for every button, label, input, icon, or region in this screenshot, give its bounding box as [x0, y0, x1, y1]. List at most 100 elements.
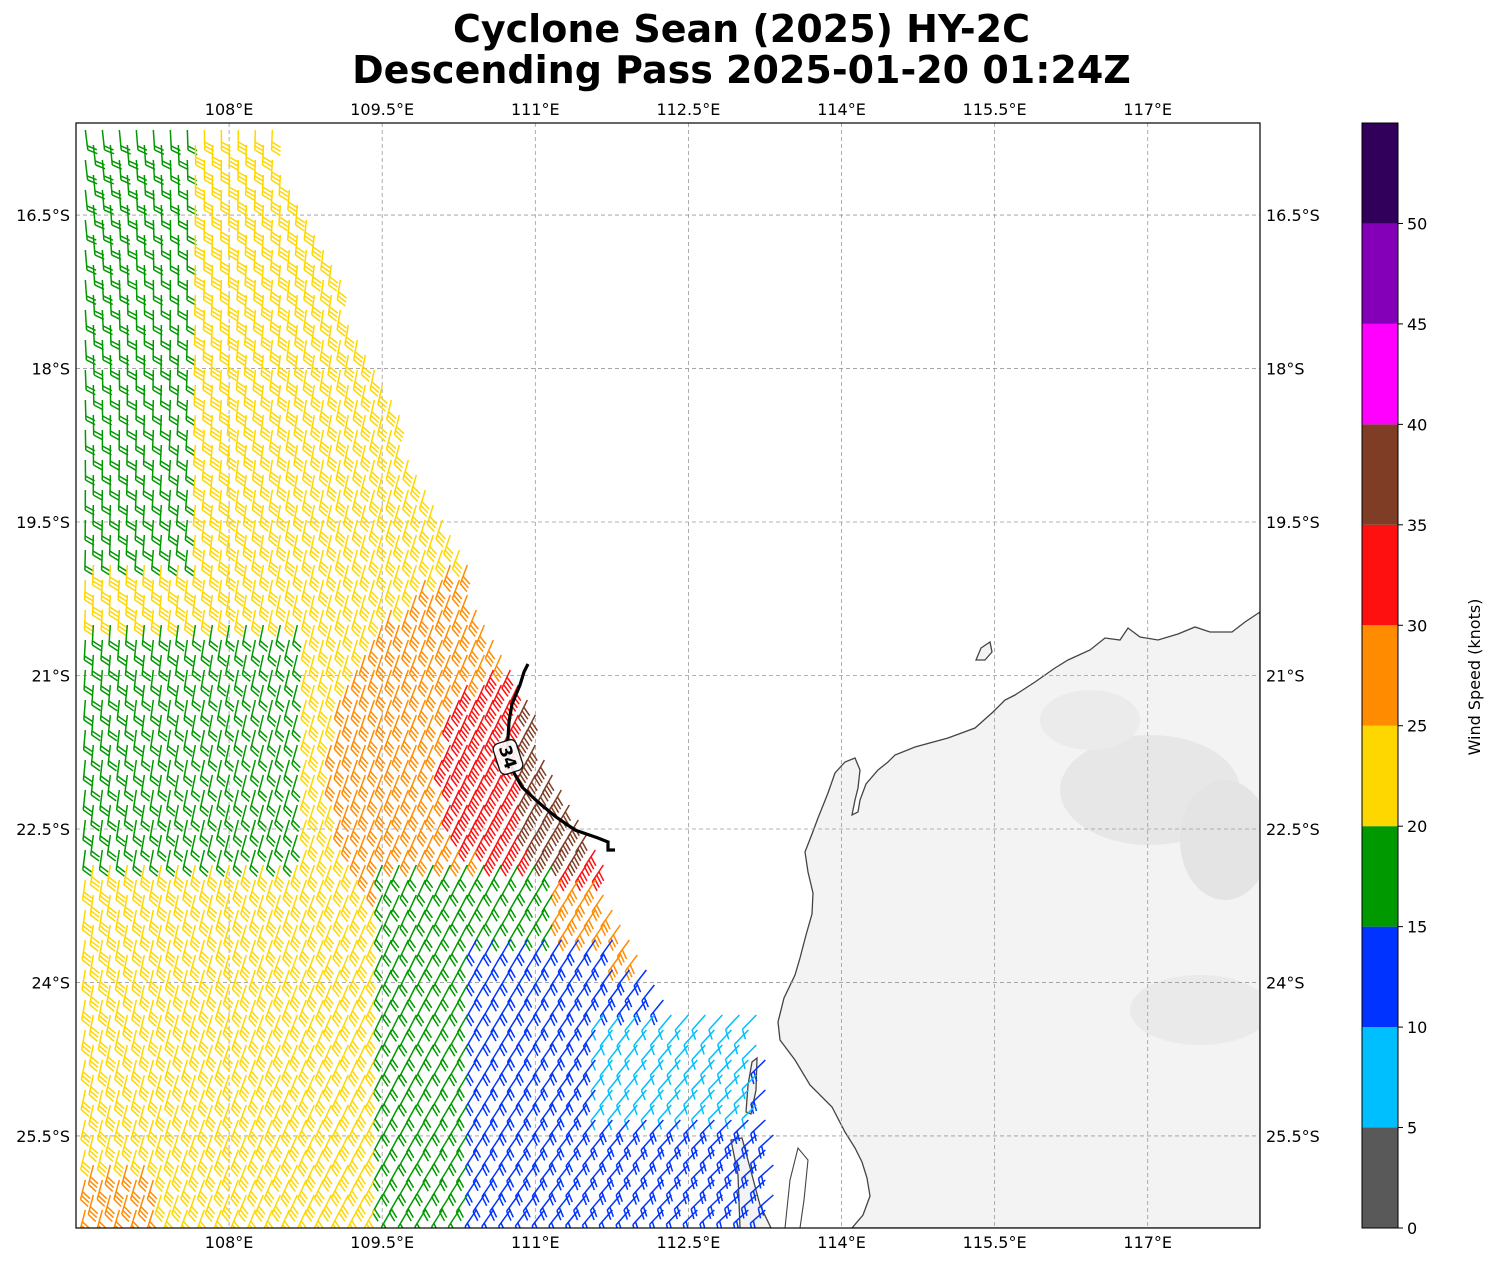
wind-barb — [84, 249, 97, 275]
wind-barb — [227, 234, 239, 261]
wind-barb — [319, 339, 331, 367]
wind-barb — [177, 204, 189, 231]
colorbar-segment — [1362, 123, 1398, 224]
wind-barb — [285, 459, 296, 487]
wind-barb — [227, 294, 238, 322]
lon-tick-label-bottom: 115.5°E — [963, 1233, 1027, 1252]
wind-barb — [310, 324, 322, 352]
lon-tick-label-top: 109.5°E — [350, 100, 414, 119]
wind-barb — [109, 324, 121, 351]
wind-barb — [326, 474, 338, 502]
wind-barb — [143, 234, 155, 261]
wind-barb — [209, 444, 221, 472]
wind-barb — [92, 504, 103, 531]
wind-barb — [211, 174, 222, 201]
wind-barb — [259, 414, 271, 442]
wind-barb — [168, 459, 179, 487]
wind-barb — [285, 369, 297, 397]
lat-tick-label-left: 16.5°S — [16, 206, 70, 225]
wind-barb — [293, 354, 305, 382]
wind-barb — [318, 489, 330, 517]
wind-barb — [335, 369, 347, 397]
wind-barb — [194, 204, 205, 231]
wind-barb — [218, 399, 230, 427]
wind-barb — [227, 324, 238, 352]
wind-barb — [209, 414, 221, 442]
cloud-shading — [1040, 690, 1260, 1045]
wind-barb — [235, 399, 246, 427]
wind-barb — [101, 159, 115, 185]
wind-barb — [286, 219, 298, 247]
wind-barb — [194, 264, 205, 291]
wind-barb — [268, 399, 280, 427]
lon-tick-label-bottom: 111°E — [511, 1233, 560, 1252]
lon-tick-label-bottom: 112.5°E — [656, 1233, 720, 1252]
wind-barb — [219, 279, 230, 307]
wind-barb — [301, 489, 313, 517]
wind-barb — [210, 354, 221, 382]
wind-barb — [368, 459, 380, 487]
wind-barb — [253, 279, 264, 307]
wind-barb — [418, 489, 430, 518]
wind-barb — [409, 474, 421, 503]
colorbar-tick-label: 30 — [1407, 616, 1427, 635]
lat-tick-label-right: 21°S — [1266, 667, 1305, 686]
wind-barb — [310, 414, 321, 442]
colorbar-segment — [1362, 323, 1398, 425]
wind-barb — [359, 474, 371, 502]
wind-barb — [287, 189, 298, 217]
wind-barb — [177, 294, 188, 321]
wind-barb — [84, 219, 97, 245]
colorbar-segment — [1362, 826, 1398, 927]
wind-barb — [92, 474, 103, 501]
wind-barb — [335, 489, 346, 517]
wind-barb — [125, 474, 137, 501]
lon-tick-label-top: 117°E — [1123, 100, 1172, 119]
wind-barb — [343, 384, 355, 412]
colorbar-segment — [1362, 725, 1398, 827]
wind-barb — [226, 384, 238, 412]
wind-barb — [352, 399, 364, 427]
wind-barb — [168, 399, 179, 427]
wind-barb — [185, 399, 196, 427]
wind-barb — [235, 339, 247, 367]
wind-barb — [244, 264, 255, 292]
wind-barb — [177, 144, 189, 171]
wind-barb — [184, 459, 196, 487]
wind-barb — [261, 174, 272, 202]
wind-barb — [294, 324, 305, 352]
wind-barb — [376, 414, 388, 442]
wind-barb — [227, 264, 238, 292]
lat-tick-label-left: 18°S — [31, 360, 70, 379]
wind-barb — [176, 414, 187, 442]
wind-barb — [194, 294, 205, 321]
wind-barb — [335, 399, 347, 427]
wind-barb — [184, 489, 195, 517]
wind-barb — [109, 384, 121, 411]
wind-barb — [101, 219, 114, 245]
wind-barb — [327, 384, 338, 412]
wind-barb — [360, 414, 371, 442]
wind-barb — [254, 129, 265, 156]
wind-barb — [277, 324, 288, 352]
wind-barb — [152, 399, 163, 426]
wind-barb — [211, 144, 222, 171]
wind-barb — [236, 279, 247, 307]
wind-barb — [277, 264, 289, 292]
wind-barb — [292, 474, 304, 502]
wind-barb — [319, 369, 330, 397]
wind-barb — [201, 459, 213, 487]
wind-barb — [277, 354, 288, 382]
wind-barb — [360, 354, 372, 382]
wind-barb — [84, 189, 98, 215]
wind-barb — [269, 339, 280, 367]
wind-barb — [142, 474, 153, 502]
wind-barb — [194, 174, 206, 201]
wind-barb — [160, 294, 171, 321]
wind-barb — [302, 339, 314, 367]
wind-barb — [160, 324, 171, 351]
wind-barb — [260, 294, 272, 322]
wind-barb — [185, 369, 196, 397]
wind-barb — [109, 504, 120, 531]
